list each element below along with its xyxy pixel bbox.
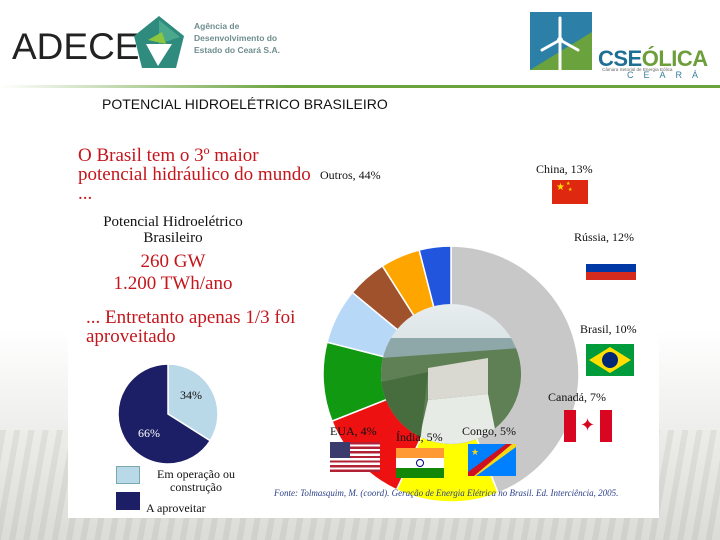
charts-canvas bbox=[117, 245, 580, 503]
slide-image: O Brasil tem o 3º maior potencial hidráu… bbox=[68, 132, 659, 518]
entretanto-text: ... Entretanto apenas 1/3 foi aproveitad… bbox=[86, 307, 296, 347]
page-title: POTENCIAL HIDROELÉTRICO BRASILEIRO bbox=[102, 96, 388, 112]
slice-a-aproveitar bbox=[117, 363, 212, 465]
china-flag-icon: ★ ★ ★ bbox=[552, 180, 588, 204]
header-divider bbox=[0, 85, 720, 88]
cseolica-subtitle: Câmara Setorial de Energia Eólica bbox=[602, 67, 673, 72]
russia-flag-icon bbox=[586, 256, 636, 280]
legend-swatch-operating bbox=[116, 466, 140, 484]
source-citation: Fonte: Tolmasquim, M. (coord). Geração d… bbox=[274, 488, 619, 498]
label-eua: EUA, 4% bbox=[330, 424, 377, 438]
headline: O Brasil tem o 3º maior potencial hidráu… bbox=[78, 145, 311, 204]
adece-logo-text: Agência de Desenvolvimento do Estado do … bbox=[194, 20, 304, 56]
label-india: Índia, 5% bbox=[396, 430, 443, 444]
india-flag-icon bbox=[396, 448, 444, 478]
label-66: 66% bbox=[138, 426, 160, 440]
adece-line-1: Agência de bbox=[194, 21, 240, 31]
congo-flag-icon: ★ bbox=[468, 444, 516, 476]
adece-logo-word: ADECE bbox=[12, 26, 140, 67]
potential-twh: 1.200 TWh/ano bbox=[113, 273, 233, 294]
cseolica-logo-icon bbox=[530, 12, 592, 70]
label-outros: Outros, 44% bbox=[320, 168, 381, 182]
legend-label-operating: Em operação ou construção bbox=[157, 467, 235, 494]
label-russia: Rússia, 12% bbox=[574, 230, 634, 244]
brazil-flag-icon bbox=[586, 344, 634, 376]
label-34: 34% bbox=[180, 388, 202, 402]
potential-title: Potencial Hidroelétrico Brasileiro bbox=[103, 214, 243, 246]
cse-part: CSE bbox=[598, 46, 642, 71]
cseolica-ceara: CEARÁ bbox=[627, 70, 709, 80]
label-china: China, 13% bbox=[536, 162, 593, 176]
adece-logo-icon bbox=[134, 16, 184, 68]
dam-photo bbox=[381, 304, 521, 444]
adece-line-2: Desenvolvimento do bbox=[194, 33, 278, 43]
adece-line-3: Estado do Ceará S.A. bbox=[194, 45, 280, 55]
olica-part: ÓLICA bbox=[641, 46, 708, 71]
canada-flag-icon: ✦ bbox=[564, 410, 612, 442]
label-brasil: Brasil, 10% bbox=[580, 322, 637, 336]
svg-text:★: ★ bbox=[471, 447, 479, 457]
potential-gw: 260 GW bbox=[140, 251, 206, 272]
header: ADECE Agência de Desenvolvimento do Esta… bbox=[0, 0, 720, 88]
legend-swatch-remaining bbox=[116, 492, 140, 510]
legend-label-remaining: A aproveitar bbox=[146, 501, 206, 515]
label-congo: Congo, 5% bbox=[462, 424, 516, 438]
cseolica-logo-word: CSEÓLICA bbox=[598, 46, 708, 72]
label-canada: Canadá, 7% bbox=[548, 390, 606, 404]
usa-flag-icon bbox=[330, 442, 380, 472]
small-pie-chart bbox=[117, 363, 219, 465]
